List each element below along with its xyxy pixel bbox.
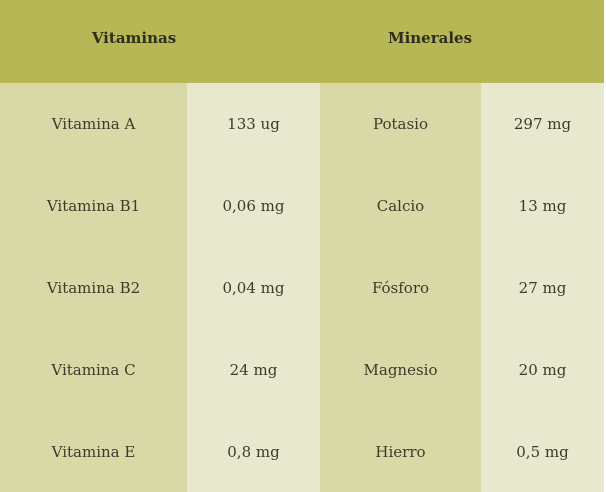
table-cell: 297 mg bbox=[481, 83, 604, 165]
header-row bbox=[0, 0, 604, 83]
header-cell: Vitaminas bbox=[91, 29, 177, 47]
table-cell: 20 mg bbox=[481, 329, 604, 411]
table-cell: 27 mg bbox=[481, 247, 604, 329]
table-cell: Vitamina B2 bbox=[0, 247, 187, 329]
table-cell: 0,5 mg bbox=[481, 411, 604, 492]
table-cell: 0,06 mg bbox=[187, 165, 320, 247]
table-cell: Magnesio bbox=[320, 329, 481, 411]
table-cell: Potasio bbox=[320, 83, 481, 165]
table-cell: Calcio bbox=[320, 165, 481, 247]
table-cell: 0,04 mg bbox=[187, 247, 320, 329]
table-cell: Vitamina A bbox=[0, 83, 187, 165]
table-cell: Fósforo bbox=[320, 247, 481, 329]
table-cell: 0,8 mg bbox=[187, 411, 320, 492]
table-cell: Vitamina B1 bbox=[0, 165, 187, 247]
table-cell: 24 mg bbox=[187, 329, 320, 411]
table-cell: Vitamina C bbox=[0, 329, 187, 411]
header-cell: Minerales bbox=[387, 29, 473, 47]
table-cell: Vitamina E bbox=[0, 411, 187, 492]
table-cell: 133 ug bbox=[187, 83, 320, 165]
table-cell: Hierro bbox=[320, 411, 481, 492]
table-cell: 13 mg bbox=[481, 165, 604, 247]
